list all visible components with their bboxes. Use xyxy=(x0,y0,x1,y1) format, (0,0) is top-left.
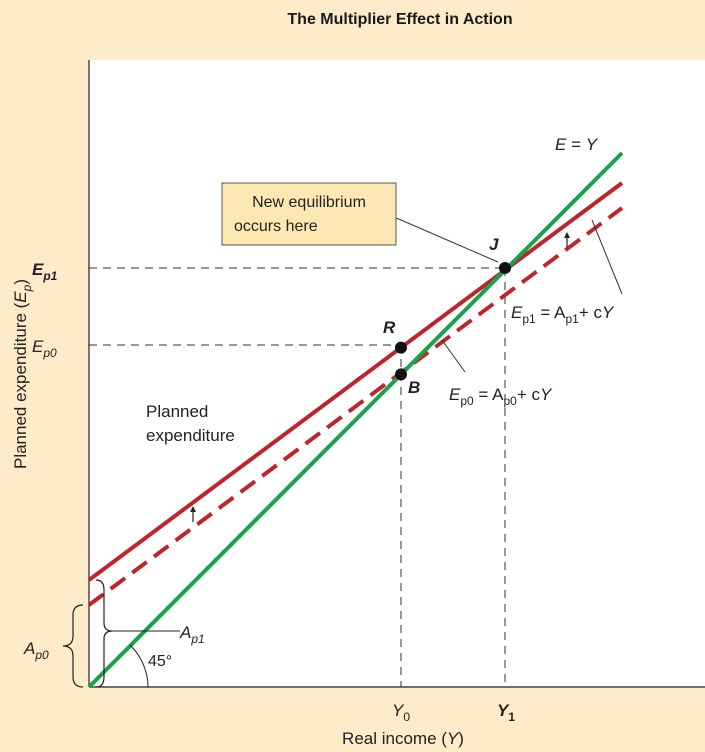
angle-arc xyxy=(129,644,149,688)
y-axis-label: Planned expenditure (Ep) xyxy=(11,279,34,469)
label-b: B xyxy=(408,378,420,397)
tick-ep0: Ep0 xyxy=(32,337,57,360)
point-j xyxy=(499,262,511,274)
callout-line-2: occurs here xyxy=(234,218,318,235)
ep1-equation: Ep1 = Ap1+ cY xyxy=(511,303,615,326)
ep0-equation-pointer xyxy=(441,339,466,373)
callout-line-1: New equilibrium xyxy=(252,194,366,211)
ap0-label: Ap0 xyxy=(23,639,49,662)
planned-label-1: Planned xyxy=(146,402,208,421)
shift-arrow-right xyxy=(564,232,570,247)
tick-ep1: Ep1 xyxy=(32,260,58,283)
tick-y1: Y1 xyxy=(497,701,515,724)
x-axis-label: Real income (Y) xyxy=(342,729,464,748)
shift-arrow-left xyxy=(190,506,196,522)
point-b xyxy=(395,368,407,381)
label-j: J xyxy=(489,235,499,254)
ep0-line xyxy=(87,206,624,607)
forty-five-line xyxy=(87,151,624,689)
ey-label: E = Y xyxy=(555,135,599,154)
callout-pointer xyxy=(393,216,499,263)
ep1-line xyxy=(87,181,624,582)
ap1-label: Ap1 xyxy=(179,623,205,646)
planned-label-2: expenditure xyxy=(146,426,235,445)
angle-label: 45° xyxy=(148,653,172,670)
ep1-equation-pointer xyxy=(591,219,623,295)
ap0-brace xyxy=(62,604,84,688)
ep0-equation: Ep0 = Ap0+ cY xyxy=(449,385,553,408)
tick-y0: Y0 xyxy=(392,701,410,724)
callout-box xyxy=(221,182,397,246)
label-r: R xyxy=(383,318,396,337)
chart-title: The Multiplier Effect in Action xyxy=(287,11,512,28)
point-r xyxy=(395,341,407,354)
